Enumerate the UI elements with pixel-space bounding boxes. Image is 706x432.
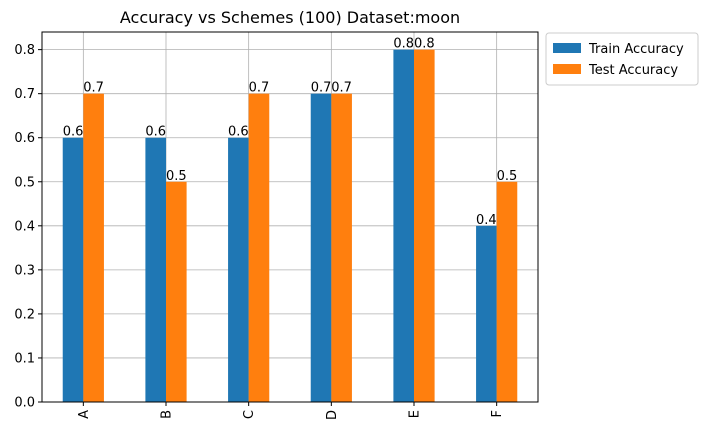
bar-value-label: 0.6 [63,125,84,140]
x-tick-label: D [325,410,340,420]
bar-value-label: 0.7 [249,81,270,96]
x-tick-label: C [242,410,257,419]
grid-lines [42,32,538,403]
bar-test-C [248,93,270,403]
x-tick-label: A [77,410,92,419]
bar-value-label: 0.5 [166,169,187,184]
y-tick-label: 0.7 [14,87,35,102]
bars [62,49,518,403]
plot-frame [41,31,539,403]
y-tick-label: 0.8 [14,43,35,58]
bar-train-F [476,225,497,402]
bar-test-F [496,181,518,402]
x-axis: A B C D E F [77,402,505,420]
y-tick-label: 0.6 [14,131,35,146]
x-tick-label: F [490,410,505,417]
bar-test-A [83,93,104,403]
y-tick-label: 0.5 [14,175,35,190]
bar-value-label: 0.8 [393,37,414,52]
bar-value-label: 0.7 [331,81,352,96]
bar-test-D [331,93,352,403]
bar-value-label: 0.4 [476,213,497,228]
x-tick-label: B [160,410,175,419]
bar-train-C [228,137,249,402]
bar-value-label: 0.6 [145,125,166,140]
x-tick-label: E [408,410,423,418]
chart-title: Accuracy vs Schemes (100) Dataset:moon [120,8,460,27]
bar-train-B [145,137,166,402]
bar-value-label: 0.8 [414,37,435,52]
bar-test-E [414,49,435,402]
y-tick-label: 0.4 [14,219,35,234]
y-tick-label: 0.2 [14,307,35,322]
y-tick-label: 0.0 [14,396,35,411]
bar-test-B [166,181,187,402]
bar-value-label: 0.6 [228,125,249,140]
bar-train-D [310,93,332,403]
bar-train-A [62,137,84,402]
y-axis: 0.0 0.1 0.2 0.3 0.4 0.5 0.6 0.7 0.8 [14,43,42,411]
legend-swatch [553,43,581,53]
legend-label: Train Accuracy [588,42,684,57]
y-tick-label: 0.1 [14,351,35,366]
legend-label: Test Accuracy [588,63,678,78]
legend-frame [545,32,699,86]
bar-value-label: 0.5 [497,169,518,184]
legend: Train Accuracy Test Accuracy [545,32,699,86]
bar-value-label: 0.7 [311,81,332,96]
y-tick-label: 0.3 [14,263,35,278]
bar-train-E [393,49,414,402]
bar-labels: 0.60.70.60.50.60.7 0.7 0.70.8 0.80.40.5 [63,37,518,228]
bar-value-label: 0.7 [83,81,104,96]
legend-swatch [553,64,581,74]
